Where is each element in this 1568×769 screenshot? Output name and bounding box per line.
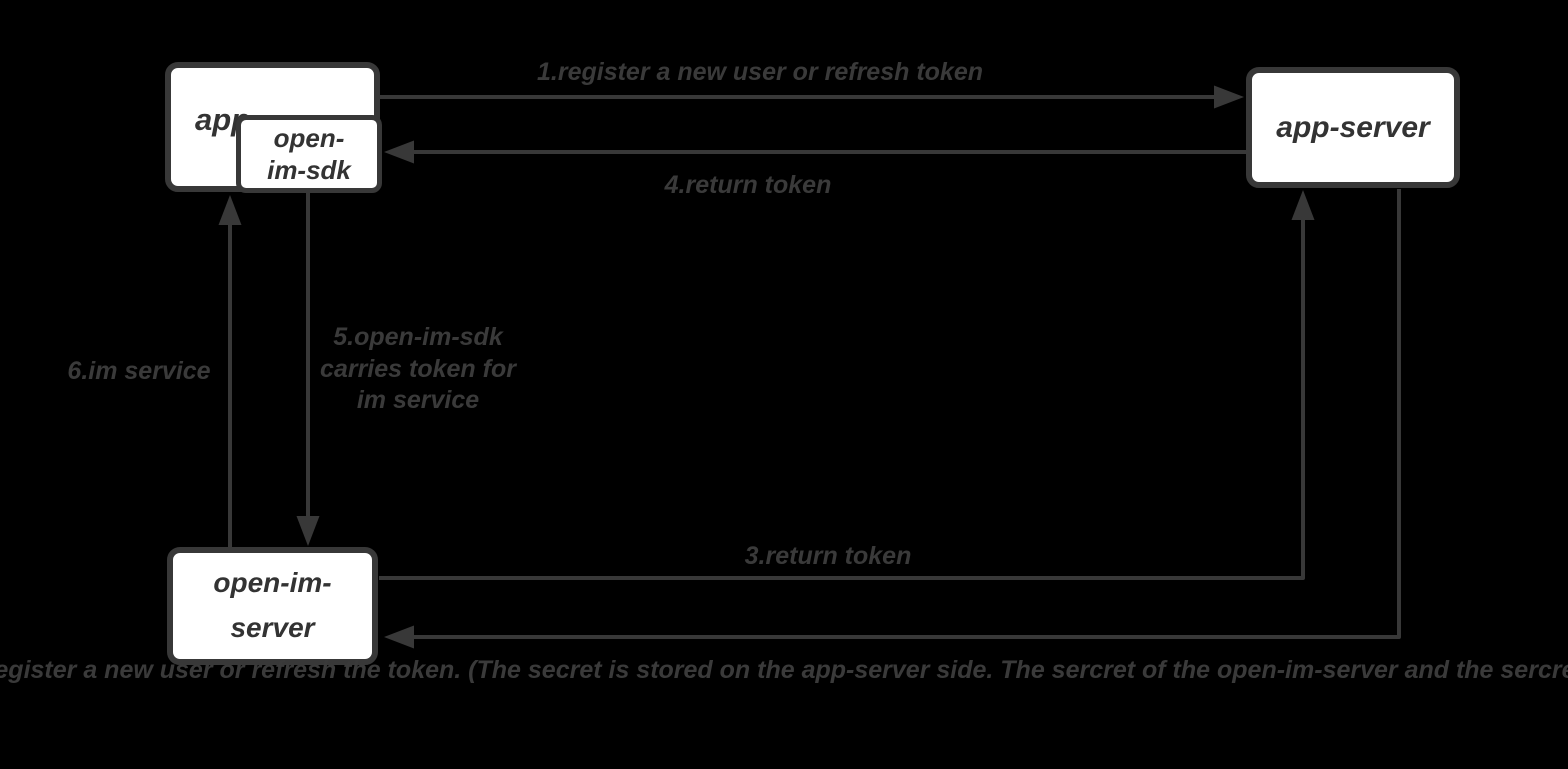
node-open-im-server: open-im- server: [167, 547, 378, 665]
edge-2-label: 2.register a new user or refresh the tok…: [0, 656, 1568, 684]
node-open-im-sdk-label: open- im-sdk: [267, 122, 351, 186]
edge-1-arrowhead-right-icon: [1214, 85, 1244, 109]
node-app-server-label: app-server: [1276, 110, 1430, 144]
edge-3-arrowhead-up-icon: [1291, 190, 1315, 220]
edge-1-label: 1.register a new user or refresh token: [536, 58, 984, 86]
edge-4-arrowhead-left-icon: [384, 140, 414, 164]
edge-6-arrowhead-up-icon: [218, 195, 242, 225]
node-open-im-server-label: open-im- server: [213, 567, 332, 643]
node-open-im-sdk: open- im-sdk: [236, 115, 382, 193]
edge-3-label: 3.return token: [744, 542, 912, 570]
edge-5-label: 5.open-im-sdk carries token for im servi…: [320, 323, 516, 414]
edge-4-label: 4.return token: [664, 171, 832, 199]
edge-3-line: [379, 216, 1305, 580]
node-app-server: app-server: [1246, 67, 1460, 188]
edge-6-label: 6.im service: [67, 357, 211, 385]
edge-5-arrowhead-down-icon: [296, 516, 320, 546]
edge-2-arrowhead-left-icon: [384, 625, 414, 649]
